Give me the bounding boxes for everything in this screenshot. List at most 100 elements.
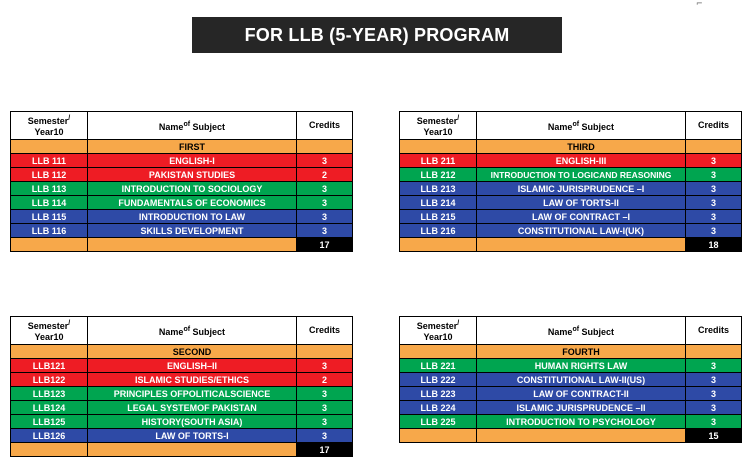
- semester-label-spacer: [399, 139, 477, 154]
- course-credits: 3: [685, 167, 742, 182]
- semester-label-spacer: [296, 139, 353, 154]
- table-row: LLB 116 SKILLS DEVELOPMENT 3: [10, 223, 353, 238]
- course-code: LLB 214: [399, 195, 477, 210]
- course-code: LLB 215: [399, 209, 477, 224]
- course-credits: 3: [685, 400, 742, 415]
- table-row: LLB121 ENGLISH–II 3: [10, 358, 353, 373]
- course-subject: ENGLISH–II: [87, 358, 297, 373]
- course-credits: 2: [296, 167, 353, 182]
- semester-label-spacer: [10, 139, 88, 154]
- table-row: LLB 212 INTRODUCTION TO LOGICAND REASONI…: [399, 167, 742, 182]
- course-code: LLB 213: [399, 181, 477, 196]
- course-code: LLB 223: [399, 386, 477, 401]
- total-spacer: [87, 442, 297, 457]
- credits-header: Credits: [296, 316, 353, 345]
- course-code: LLB122: [10, 372, 88, 387]
- course-code: LLB 114: [10, 195, 88, 210]
- course-credits: 3: [296, 181, 353, 196]
- table-row: LLB 213 ISLAMIC JURISPRUDENCE –I 3: [399, 181, 742, 196]
- course-code: LLB 111: [10, 153, 88, 168]
- subject-name-header: Nameof Subject: [476, 316, 686, 345]
- course-credits: 3: [685, 195, 742, 210]
- semester-year-header: Semester/Year10: [10, 316, 88, 345]
- course-code: LLB 221: [399, 358, 477, 373]
- table-row: LLB 211 ENGLISH-III 3: [399, 153, 742, 168]
- table-row: LLB126 LAW OF TORTS-I 3: [10, 428, 353, 443]
- table-row: LLB 214 LAW OF TORTS-II 3: [399, 195, 742, 210]
- semester-table-third: Semester/Year10 Nameof Subject Credits T…: [399, 111, 742, 252]
- subject-name-header: Nameof Subject: [87, 111, 297, 140]
- total-credits: 17: [296, 237, 353, 252]
- course-subject: LEGAL SYSTEMOF PAKISTAN: [87, 400, 297, 415]
- course-credits: 3: [296, 428, 353, 443]
- table-row: LLB 224 ISLAMIC JURISPRUDENCE –II 3: [399, 400, 742, 415]
- course-subject: LAW OF CONTRACT –I: [476, 209, 686, 224]
- course-code: LLB 222: [399, 372, 477, 387]
- course-credits: 3: [296, 223, 353, 238]
- course-code: LLB 112: [10, 167, 88, 182]
- table-row: LLB 223 LAW OF CONTRACT-II 3: [399, 386, 742, 401]
- total-credits: 15: [685, 428, 742, 443]
- course-credits: 3: [296, 195, 353, 210]
- semester-table-fourth: Semester/Year10 Nameof Subject Credits F…: [399, 316, 742, 443]
- total-credits: 18: [685, 237, 742, 252]
- course-credits: 3: [296, 414, 353, 429]
- course-code: LLB 115: [10, 209, 88, 224]
- course-credits: 3: [685, 386, 742, 401]
- credits-header: Credits: [296, 111, 353, 140]
- credits-header: Credits: [685, 316, 742, 345]
- table-row: LLB 115 INTRODUCTION TO LAW 3: [10, 209, 353, 224]
- course-credits: 3: [685, 358, 742, 373]
- corner-mark: ⌐: [696, 0, 703, 8]
- course-subject: FUNDAMENTALS OF ECONOMICS: [87, 195, 297, 210]
- semester-label: SECOND: [87, 344, 297, 359]
- table-row: LLB 216 CONSTITUTIONAL LAW-I(UK) 3: [399, 223, 742, 238]
- table-row: LLB123 PRINCIPLES OFPOLITICALSCIENCE 3: [10, 386, 353, 401]
- semester-label-spacer: [685, 344, 742, 359]
- course-subject: LAW OF TORTS-I: [87, 428, 297, 443]
- course-subject: INTRODUCTION TO PSYCHOLOGY: [476, 414, 686, 429]
- table-row: LLB 113 INTRODUCTION TO SOCIOLOGY 3: [10, 181, 353, 196]
- semester-table-first: Semester/Year10 Nameof Subject Credits F…: [10, 111, 353, 252]
- table-row: LLB 215 LAW OF CONTRACT –I 3: [399, 209, 742, 224]
- semester-label-spacer: [296, 344, 353, 359]
- table-row: LLB122 ISLAMIC STUDIES/ETHICS 2: [10, 372, 353, 387]
- course-credits: 3: [296, 358, 353, 373]
- semester-label: FOURTH: [476, 344, 686, 359]
- credits-header: Credits: [685, 111, 742, 140]
- course-code: LLB126: [10, 428, 88, 443]
- table-row: LLB124 LEGAL SYSTEMOF PAKISTAN 3: [10, 400, 353, 415]
- course-credits: 3: [685, 153, 742, 168]
- course-subject: CONSTITUTIONAL LAW-II(US): [476, 372, 686, 387]
- course-subject: ISLAMIC STUDIES/ETHICS: [87, 372, 297, 387]
- subject-name-header: Nameof Subject: [87, 316, 297, 345]
- semester-table-second: Semester/Year10 Nameof Subject Credits S…: [10, 316, 353, 457]
- course-subject: LAW OF TORTS-II: [476, 195, 686, 210]
- total-credits: 17: [296, 442, 353, 457]
- course-subject: INTRODUCTION TO LAW: [87, 209, 297, 224]
- course-code: LLB125: [10, 414, 88, 429]
- total-spacer: [399, 237, 477, 252]
- total-spacer: [10, 237, 88, 252]
- course-credits: 3: [685, 223, 742, 238]
- semester-year-header: Semester/Year10: [399, 111, 477, 140]
- semester-year-header: Semester/Year10: [10, 111, 88, 140]
- semester-label: THIRD: [476, 139, 686, 154]
- table-row: LLB 114 FUNDAMENTALS OF ECONOMICS 3: [10, 195, 353, 210]
- course-code: LLB 216: [399, 223, 477, 238]
- table-row: LLB 222 CONSTITUTIONAL LAW-II(US) 3: [399, 372, 742, 387]
- course-code: LLB 211: [399, 153, 477, 168]
- course-subject: ENGLISH-III: [476, 153, 686, 168]
- table-row: LLB 225 INTRODUCTION TO PSYCHOLOGY 3: [399, 414, 742, 429]
- course-code: LLB 113: [10, 181, 88, 196]
- course-credits: 3: [296, 209, 353, 224]
- course-code: LLB123: [10, 386, 88, 401]
- table-row: LLB 221 HUMAN RIGHTS LAW 3: [399, 358, 742, 373]
- course-code: LLB 224: [399, 400, 477, 415]
- course-code: LLB124: [10, 400, 88, 415]
- semester-year-header: Semester/Year10: [399, 316, 477, 345]
- page-title: FOR LLB (5-YEAR) PROGRAM: [192, 17, 562, 53]
- total-spacer: [476, 237, 686, 252]
- course-subject: SKILLS DEVELOPMENT: [87, 223, 297, 238]
- total-spacer: [399, 428, 477, 443]
